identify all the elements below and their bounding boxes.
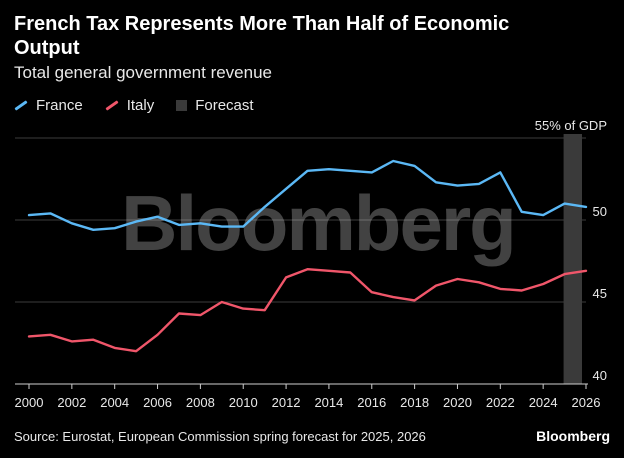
x-tick-label-2024: 2024 — [529, 395, 558, 410]
forecast-band — [563, 134, 582, 384]
x-tick-label-2004: 2004 — [100, 395, 129, 410]
y-tick-label-55: 55% of GDP — [535, 118, 607, 133]
legend-item-italy: Italy — [105, 96, 155, 114]
x-tick-label-2000: 2000 — [15, 395, 44, 410]
watermark: Bloomberg — [121, 179, 515, 267]
legend-label-forecast: Forecast — [195, 96, 254, 114]
x-tick-label-2018: 2018 — [400, 395, 429, 410]
x-tick-label-2010: 2010 — [229, 395, 258, 410]
brand-logo: Bloomberg — [536, 428, 610, 444]
x-tick-label-2008: 2008 — [186, 395, 215, 410]
x-tick-label-2006: 2006 — [143, 395, 172, 410]
chart-subtitle: Total general government revenue — [14, 63, 272, 82]
y-tick-label-50: 50 — [593, 204, 607, 219]
x-tick-label-2016: 2016 — [357, 395, 386, 410]
x-tick-label-2002: 2002 — [57, 395, 86, 410]
series-line-france — [27, 159, 588, 232]
y-tick-label-45: 45 — [593, 286, 607, 301]
legend-swatch-forecast — [176, 99, 188, 111]
x-tick-label-2022: 2022 — [486, 395, 515, 410]
legend-item-france: France — [14, 97, 83, 114]
legend-item-forecast: Forecast — [176, 96, 254, 114]
x-tick-label-2026: 2026 — [572, 395, 601, 410]
x-tick-label-2020: 2020 — [443, 395, 472, 410]
legend-label-france: France — [36, 96, 83, 114]
y-tick-label-40: 40 — [593, 368, 607, 383]
source-note: Source: Eurostat, European Commission sp… — [14, 429, 426, 444]
x-tick-label-2014: 2014 — [314, 395, 343, 410]
series-line-italy — [27, 268, 588, 353]
legend-label-italy: Italy — [126, 96, 155, 114]
x-tick-label-2012: 2012 — [272, 395, 301, 410]
chart-title: French Tax Represents More Than Half of … — [14, 13, 510, 59]
legend: France Italy Forecast — [14, 95, 276, 115]
